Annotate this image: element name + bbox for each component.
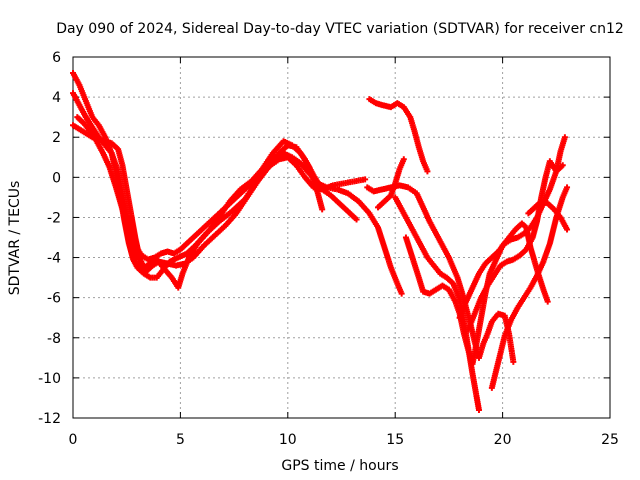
series-track-4 [74, 114, 360, 263]
y-axis-label: SDTVAR / TECUs [7, 181, 23, 296]
y-tick-label: -6 [47, 291, 61, 307]
y-tick-label: -2 [47, 210, 61, 226]
x-axis-label: GPS time / hours [281, 458, 398, 474]
y-tick-label: 0 [52, 170, 61, 186]
x-tick-label: 5 [176, 432, 185, 448]
data-point-marker [564, 184, 571, 191]
y-tick-label: -10 [38, 371, 61, 387]
data-point-marker [510, 358, 517, 365]
data-point-marker [400, 156, 407, 163]
axes [72, 56, 611, 419]
data-point-marker [564, 226, 571, 233]
data-point-marker [353, 216, 360, 223]
y-tick-label: 2 [52, 130, 61, 146]
y-tick-label: -8 [47, 331, 61, 347]
grid-lines [73, 57, 610, 418]
series-track-11 [465, 158, 566, 333]
data-point-marker [475, 406, 482, 413]
series-track-6 [364, 182, 517, 365]
x-tick-label: 0 [69, 432, 78, 448]
data-markers [70, 70, 571, 413]
data-point-marker [362, 176, 369, 183]
x-tick-label: 20 [494, 432, 512, 448]
y-tick-label: 6 [52, 50, 61, 66]
y-tick-label: -12 [38, 411, 61, 427]
series-track-13 [525, 198, 571, 233]
x-tick-label: 25 [601, 432, 619, 448]
series-track-5 [366, 96, 431, 175]
y-tick-label: 4 [52, 90, 61, 106]
x-tick-label: 15 [386, 432, 404, 448]
data-point-marker [559, 162, 566, 169]
plot-frame [72, 56, 611, 419]
series-track-8 [392, 194, 482, 413]
data-point-marker [561, 134, 568, 141]
series-track-3 [70, 122, 326, 291]
y-tick-label: -4 [47, 251, 61, 267]
data-point-marker [398, 290, 405, 297]
x-tick-label: 10 [279, 432, 297, 448]
series-track-7 [375, 156, 407, 211]
data-point-marker [424, 168, 431, 175]
chart-title: Day 090 of 2024, Sidereal Day-to-day VTE… [56, 21, 624, 37]
tick-labels: 0 5 10 15 20 25 -12 -10 -8 -6 -4 -2 0 2 4 6 [38, 50, 619, 448]
data-point-marker [319, 206, 326, 213]
data-point-marker [544, 298, 551, 305]
